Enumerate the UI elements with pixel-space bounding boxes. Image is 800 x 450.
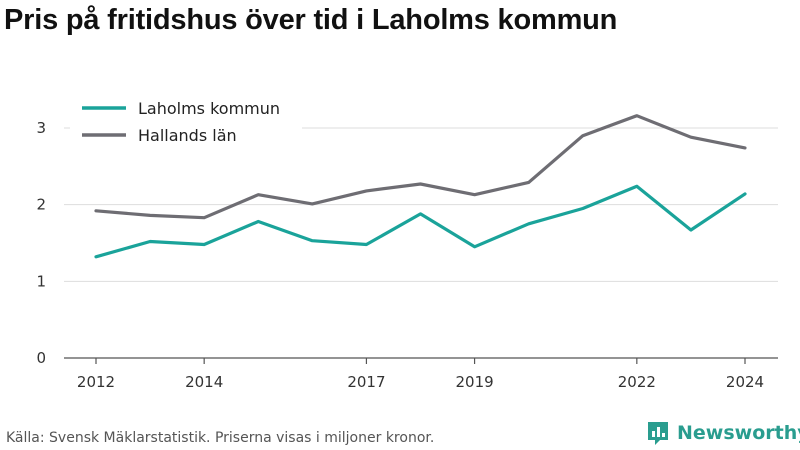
legend-label: Hallands län — [138, 126, 237, 145]
x-tick-label: 2012 — [77, 373, 115, 391]
series-line-laholms-kommun — [96, 186, 745, 256]
y-tick-label: 1 — [36, 272, 46, 290]
x-tick-label: 2014 — [185, 373, 223, 391]
x-tick-label: 2017 — [347, 373, 385, 391]
source-note: Källa: Svensk Mäklarstatistik. Priserna … — [6, 430, 434, 446]
y-tick-label: 3 — [36, 119, 46, 137]
x-tick-label: 2019 — [455, 373, 493, 391]
y-tick-label: 0 — [36, 349, 46, 367]
brand-name: Newsworthy — [677, 422, 800, 444]
legend-label: Laholms kommun — [138, 99, 280, 118]
bar-chart-logo-icon — [646, 420, 670, 446]
x-tick-label: 2022 — [618, 373, 656, 391]
x-axis: 2012 2014 2017 2019 2022 2024 — [77, 358, 764, 391]
x-tick-label: 2024 — [726, 373, 764, 391]
brand[interactable]: Newsworthy — [646, 420, 800, 446]
legend: Laholms kommun Hallands län — [70, 92, 302, 152]
y-axis: 0 1 2 3 — [36, 119, 46, 367]
y-tick-label: 2 — [36, 196, 46, 214]
